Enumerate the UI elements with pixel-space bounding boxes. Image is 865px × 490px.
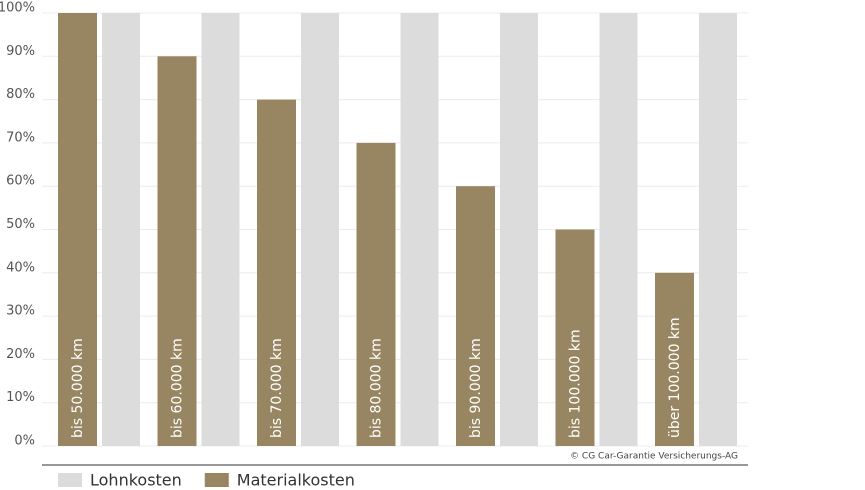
bar — [356, 142, 396, 446]
x-tick-label: bis 100.000 km — [568, 329, 584, 438]
bar — [257, 99, 296, 446]
x-tick-label: bis 60.000 km — [170, 338, 186, 438]
bar — [456, 186, 495, 446]
y-tick-label: 90% — [6, 44, 35, 59]
y-tick-label: 80% — [6, 87, 35, 102]
y-tick-label: 0% — [14, 434, 35, 449]
bar — [102, 13, 140, 446]
y-tick-label: 70% — [6, 130, 35, 145]
bar — [400, 13, 439, 446]
legend-swatch — [204, 473, 229, 487]
y-tick-label: 30% — [6, 304, 35, 319]
y-tick-label: 10% — [6, 390, 35, 405]
bar — [655, 272, 694, 446]
bar — [599, 13, 638, 446]
bar — [157, 56, 197, 447]
y-tick-label: 60% — [6, 174, 35, 189]
legend-label: Materialkosten — [237, 471, 355, 490]
x-tick-label: bis 90.000 km — [468, 338, 484, 438]
bar — [555, 229, 595, 446]
legend-swatch — [58, 473, 82, 487]
x-tick-label: bis 80.000 km — [369, 338, 385, 438]
y-tick-label: 100% — [0, 1, 35, 16]
x-tick-label: bis 50.000 km — [70, 338, 86, 438]
legend-label: Lohnkosten — [90, 471, 182, 490]
y-tick-label: 50% — [6, 217, 35, 232]
x-tick-label: über 100.000 km — [667, 317, 683, 438]
bar — [201, 13, 240, 446]
bar — [699, 13, 737, 446]
y-tick-label: 40% — [6, 260, 35, 275]
bar — [500, 13, 538, 446]
x-tick-label: bis 70.000 km — [269, 338, 285, 438]
copyright: © CG Car-Garantie Versicherungs-AG — [570, 452, 738, 462]
bar — [301, 13, 339, 446]
bar — [58, 13, 97, 446]
y-tick-label: 20% — [6, 347, 35, 362]
